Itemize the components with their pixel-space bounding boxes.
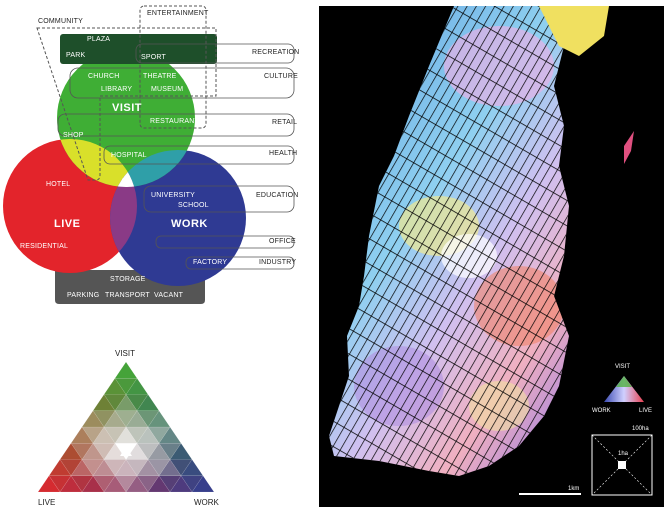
- area-scale-1ha: 1ha: [618, 451, 629, 457]
- health-bar: [103, 145, 295, 165]
- map-legend-live: LIVE: [639, 408, 653, 414]
- retail-bar: [57, 113, 295, 137]
- label-storage: STORAGE: [110, 276, 146, 283]
- recreation-bar: [135, 43, 295, 64]
- manhattan-land-use-map: VISIT WORK LIVE 100ha 1ha 1km: [319, 6, 664, 507]
- scale-bar: [519, 493, 581, 495]
- label-restaurant: RESTAURANT: [150, 118, 199, 125]
- label-retail: RETAIL: [272, 119, 298, 126]
- area-scale-100ha: 100ha: [632, 426, 649, 432]
- label-vacant: VACANT: [154, 292, 184, 299]
- map-legend-triangle: [604, 376, 644, 402]
- map-legend-visit: VISIT: [615, 364, 631, 370]
- ternary-color-legend: [37, 361, 215, 493]
- label-residential: RESIDENTIAL: [20, 243, 69, 250]
- ternary-cell: [59, 442, 83, 460]
- label-entertainment: ENTERTAINMENT: [147, 10, 209, 17]
- area-scale-box: [591, 434, 653, 496]
- label-work: WORK: [171, 218, 208, 230]
- label-visit: VISIT: [112, 102, 143, 114]
- label-university: UNIVERSITY: [151, 192, 196, 199]
- label-library: LIBRARY: [101, 86, 133, 93]
- visit-work-overlap: [110, 150, 195, 187]
- land-use-venn-diagram: [3, 5, 295, 304]
- triangle-label-work: WORK: [194, 498, 219, 507]
- label-health: HEALTH: [269, 150, 298, 157]
- ternary-cell: [37, 475, 61, 493]
- office-bar: [155, 235, 295, 249]
- label-live: LIVE: [54, 218, 81, 230]
- label-community: COMMUNITY: [38, 18, 83, 25]
- label-industry: INDUSTRY: [259, 259, 297, 266]
- label-plaza: PLAZA: [87, 36, 111, 43]
- label-office: OFFICE: [269, 238, 296, 245]
- label-church: CHURCH: [88, 73, 120, 80]
- label-shop: SHOP: [63, 132, 84, 139]
- label-theatre: THEATRE: [143, 73, 177, 80]
- label-park: PARK: [66, 52, 86, 59]
- label-factory: FACTORY: [193, 259, 228, 266]
- label-recreation: RECREATION: [252, 49, 300, 56]
- education-bar: [143, 185, 295, 213]
- label-hospital: HOSPITAL: [111, 152, 147, 159]
- entertainment-outline: [139, 5, 207, 129]
- ternary-center-marker: [120, 446, 132, 456]
- scale-bar-label: 1km: [568, 486, 580, 492]
- ternary-cell: [92, 394, 116, 411]
- ternary-cell: [48, 459, 72, 476]
- triple-point: [122, 178, 126, 182]
- plaza-band: [60, 34, 217, 64]
- map-legend-work: WORK: [592, 408, 611, 414]
- label-museum: MUSEUM: [151, 86, 184, 93]
- label-sport: SPORT: [141, 54, 166, 61]
- label-hotel: HOTEL: [46, 181, 71, 188]
- label-transport: TRANSPORT: [105, 292, 150, 299]
- ternary-cell: [103, 377, 127, 395]
- ternary-cell: [70, 426, 94, 444]
- ternary-cell: [81, 410, 105, 428]
- culture-bar: [69, 67, 295, 99]
- label-education: EDUCATION: [256, 192, 299, 199]
- industry-bar: [185, 256, 295, 270]
- triangle-label-visit: VISIT: [115, 349, 136, 358]
- triangle-label-live: LIVE: [38, 498, 56, 507]
- roosevelt-island: [624, 131, 634, 164]
- ternary-cell: [114, 361, 138, 379]
- label-school: SCHOOL: [178, 202, 209, 209]
- label-parking: PARKING: [67, 292, 100, 299]
- map-canvas: [329, 6, 634, 476]
- north-yellow-area: [539, 6, 609, 56]
- visit-live-overlap: [57, 139, 137, 187]
- label-culture: CULTURE: [264, 73, 298, 80]
